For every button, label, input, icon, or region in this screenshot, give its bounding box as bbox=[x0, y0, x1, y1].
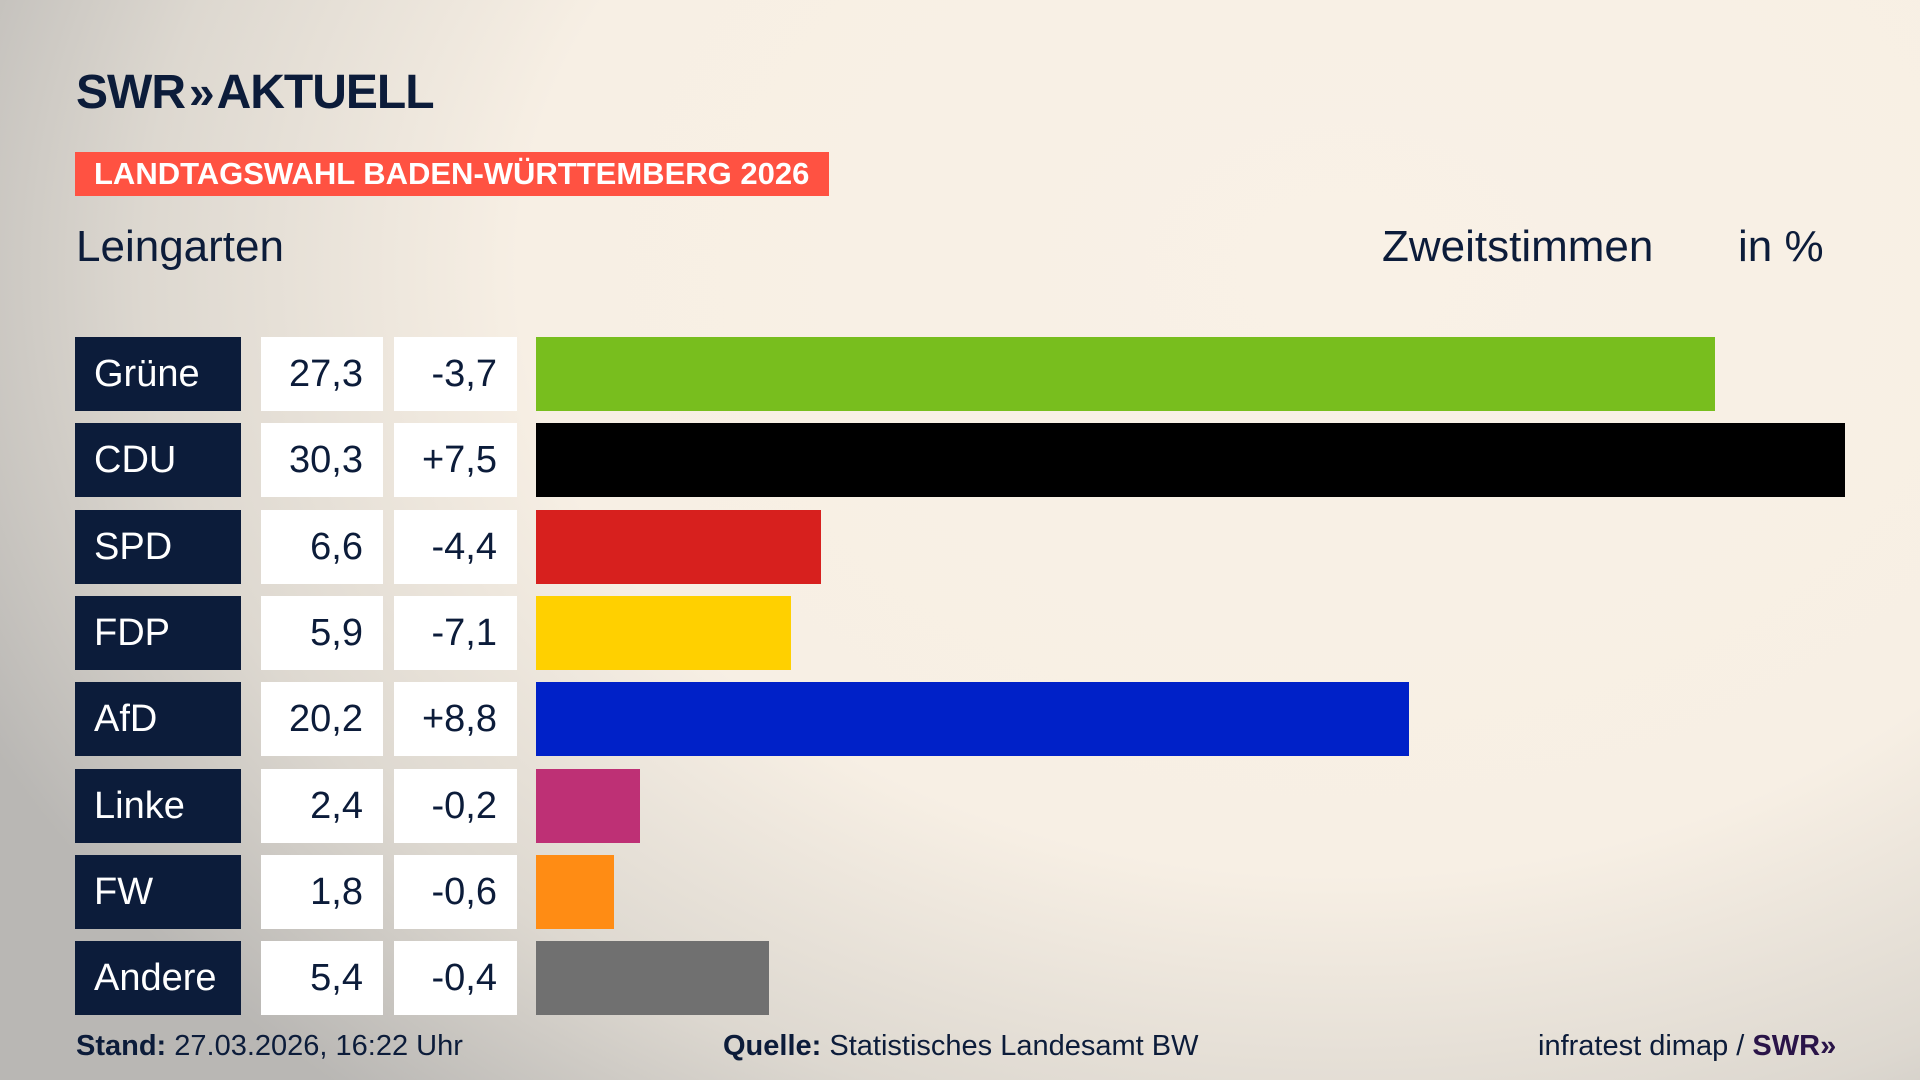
chevrons-icon: » bbox=[1820, 1030, 1837, 1062]
value-label: 6,6 bbox=[261, 509, 383, 584]
diff-label: -7,1 bbox=[394, 595, 517, 670]
value-label: 27,3 bbox=[261, 337, 383, 411]
credit-text: infratest dimap / bbox=[1538, 1030, 1745, 1062]
election-banner: LANDTAGSWAHL BADEN-WÜRTTEMBERG 2026 bbox=[75, 152, 829, 196]
diff-label: -4,4 bbox=[394, 509, 517, 584]
party-label: Andere bbox=[75, 941, 241, 1016]
value-label: 1,8 bbox=[261, 854, 383, 929]
bar-row: SPD 6,6 -4,4 bbox=[0, 509, 1920, 584]
diff-label: -0,2 bbox=[394, 768, 517, 843]
footer-source: Quelle: Statistisches Landesamt BW bbox=[723, 1030, 1198, 1063]
party-label: CDU bbox=[75, 423, 241, 498]
logo-aktuell: AKTUELL bbox=[216, 65, 435, 119]
bar bbox=[536, 509, 822, 584]
party-label: Linke bbox=[75, 768, 241, 843]
bar-row: Linke 2,4 -0,2 bbox=[0, 768, 1920, 843]
logo-swr: SWR bbox=[76, 65, 186, 119]
party-label: FDP bbox=[75, 595, 241, 670]
diff-label: +7,5 bbox=[394, 423, 517, 498]
unit-label: in % bbox=[1738, 222, 1824, 271]
value-label: 5,4 bbox=[261, 941, 383, 1016]
bar bbox=[536, 941, 770, 1016]
bar-row: FW 1,8 -0,6 bbox=[0, 854, 1920, 929]
value-label: 20,2 bbox=[261, 682, 383, 757]
footer-stand: Stand: 27.03.2026, 16:22 Uhr bbox=[76, 1030, 463, 1063]
party-label: SPD bbox=[75, 509, 241, 584]
footer-credit: infratest dimap / SWR» bbox=[1538, 1030, 1836, 1063]
swr-aktuell-logo: SWR» AKTUELL bbox=[76, 66, 435, 119]
bar bbox=[536, 423, 1845, 498]
party-label: Grüne bbox=[75, 337, 241, 411]
party-label: AfD bbox=[75, 682, 241, 757]
bar-row: CDU 30,3 +7,5 bbox=[0, 423, 1920, 498]
diff-label: -0,6 bbox=[394, 854, 517, 929]
value-label: 5,9 bbox=[261, 595, 383, 670]
stand-label: Stand: bbox=[76, 1030, 167, 1062]
bar-row: FDP 5,9 -7,1 bbox=[0, 595, 1920, 670]
measure-label: Zweitstimmen bbox=[1382, 222, 1654, 271]
diff-label: -3,7 bbox=[394, 337, 517, 411]
party-label: FW bbox=[75, 854, 241, 929]
diff-label: +8,8 bbox=[394, 682, 517, 757]
location-title: Leingarten bbox=[76, 222, 284, 271]
bar bbox=[536, 595, 791, 670]
bar-row: Andere 5,4 -0,4 bbox=[0, 941, 1920, 1016]
bar bbox=[536, 337, 1716, 411]
value-label: 2,4 bbox=[261, 768, 383, 843]
bar bbox=[536, 854, 614, 929]
source-label: Quelle: bbox=[723, 1030, 822, 1062]
bar-row: AfD 20,2 +8,8 bbox=[0, 682, 1920, 757]
bar bbox=[536, 768, 640, 843]
stand-value: 27.03.2026, 16:22 Uhr bbox=[174, 1030, 463, 1062]
diff-label: -0,4 bbox=[394, 941, 517, 1016]
swr-logo-small: SWR bbox=[1752, 1030, 1821, 1062]
bar bbox=[536, 682, 1409, 757]
chevrons-icon: » bbox=[188, 66, 214, 118]
source-value: Statistisches Landesamt BW bbox=[829, 1030, 1199, 1062]
value-label: 30,3 bbox=[261, 423, 383, 498]
bar-row: Grüne 27,3 -3,7 bbox=[0, 337, 1920, 411]
